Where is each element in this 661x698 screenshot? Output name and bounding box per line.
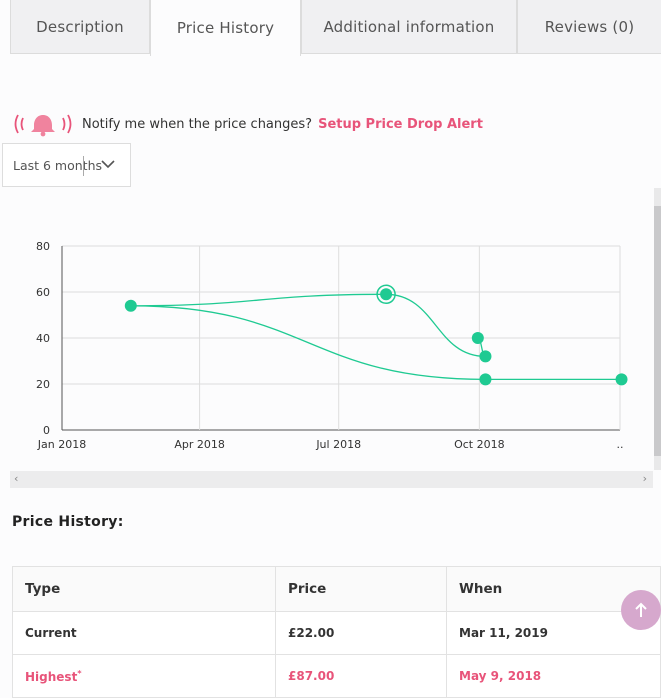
x-tick-label: Apr 2018: [174, 438, 225, 451]
highest-marker: *: [77, 668, 82, 678]
x-tick-label: Jan 2018: [37, 438, 86, 451]
data-point: [479, 373, 492, 386]
row-price: £87.00: [275, 654, 447, 698]
notify-text: Notify me when the price changes?: [82, 116, 313, 132]
chevron-down-icon: [101, 160, 115, 169]
range-selected-value: Last 6 months: [13, 157, 103, 173]
table-header-row: Type Price When: [12, 566, 661, 612]
x-tick-label: Jul 2018: [315, 438, 361, 451]
data-point: [380, 288, 393, 301]
tab-price-history[interactable]: Price History: [150, 0, 301, 56]
data-point: [615, 373, 628, 386]
y-tick-label: 0: [43, 424, 50, 437]
range-select[interactable]: Last 6 months: [2, 143, 131, 187]
scroll-right-arrow-icon[interactable]: ›: [642, 472, 647, 485]
row-type: Current: [12, 611, 276, 655]
column-header-type: Type: [12, 566, 276, 612]
y-tick-label: 20: [36, 378, 50, 391]
tab-reviews[interactable]: Reviews (0): [517, 0, 661, 54]
scroll-left-arrow-icon[interactable]: ‹: [14, 472, 19, 485]
tab-label: Description: [36, 17, 124, 36]
data-point: [471, 332, 484, 344]
tab-additional-information[interactable]: Additional information: [301, 0, 517, 54]
y-tick-label: 80: [36, 240, 50, 253]
horizontal-scrollbar[interactable]: ‹ ›: [10, 471, 653, 488]
row-type-label: Highest: [25, 669, 78, 684]
tab-bar: Description Price History Additional inf…: [0, 0, 661, 56]
table-row: Highest* £87.00 May 9, 2018: [12, 654, 661, 698]
row-when: May 9, 2018: [446, 654, 661, 698]
highlighted-point-ring: [376, 284, 396, 305]
vertical-scrollbar[interactable]: [654, 188, 661, 470]
vertical-scrollbar-thumb[interactable]: [654, 206, 661, 456]
row-price: £22.00: [275, 611, 447, 655]
back-to-top-button[interactable]: [621, 590, 661, 630]
y-tick-label: 60: [36, 286, 50, 299]
price-chart-panel: 0 20 40 60 80 Jan 2018 Apr 2018 Jul 2018 Oct 201…: [0, 188, 661, 488]
row-type: Highest*: [12, 654, 276, 698]
price-history-heading: Price History:: [12, 514, 124, 530]
price-line: [130, 293, 622, 381]
tab-label: Additional information: [323, 17, 495, 36]
tab-label: Price History: [176, 19, 275, 37]
table-row: Current £22.00 Mar 11, 2019: [12, 611, 661, 655]
text-cursor: [83, 156, 84, 176]
price-alert-prompt: Notify me when the price changes? Setup …: [12, 110, 483, 138]
x-tick-label: ..: [617, 438, 624, 451]
setup-price-drop-alert-link[interactable]: Setup Price Drop Alert: [318, 116, 483, 132]
price-history-table: Type Price When Current £22.00 Mar 11, 2…: [12, 566, 661, 698]
x-tick-label: Oct 2018: [454, 438, 505, 451]
column-header-when: When: [446, 566, 661, 612]
tab-description[interactable]: Description: [10, 0, 150, 54]
data-point: [124, 299, 137, 312]
column-header-price: Price: [275, 566, 447, 612]
price-history-chart: 0 20 40 60 80 Jan 2018 Apr 2018 Jul 2018 Oct 201…: [36, 240, 628, 451]
data-point: [479, 350, 492, 363]
y-tick-label: 40: [36, 332, 50, 345]
bell-alert-icon: [14, 114, 72, 137]
tab-label: Reviews (0): [544, 17, 635, 36]
arrow-up-icon: [635, 602, 647, 617]
